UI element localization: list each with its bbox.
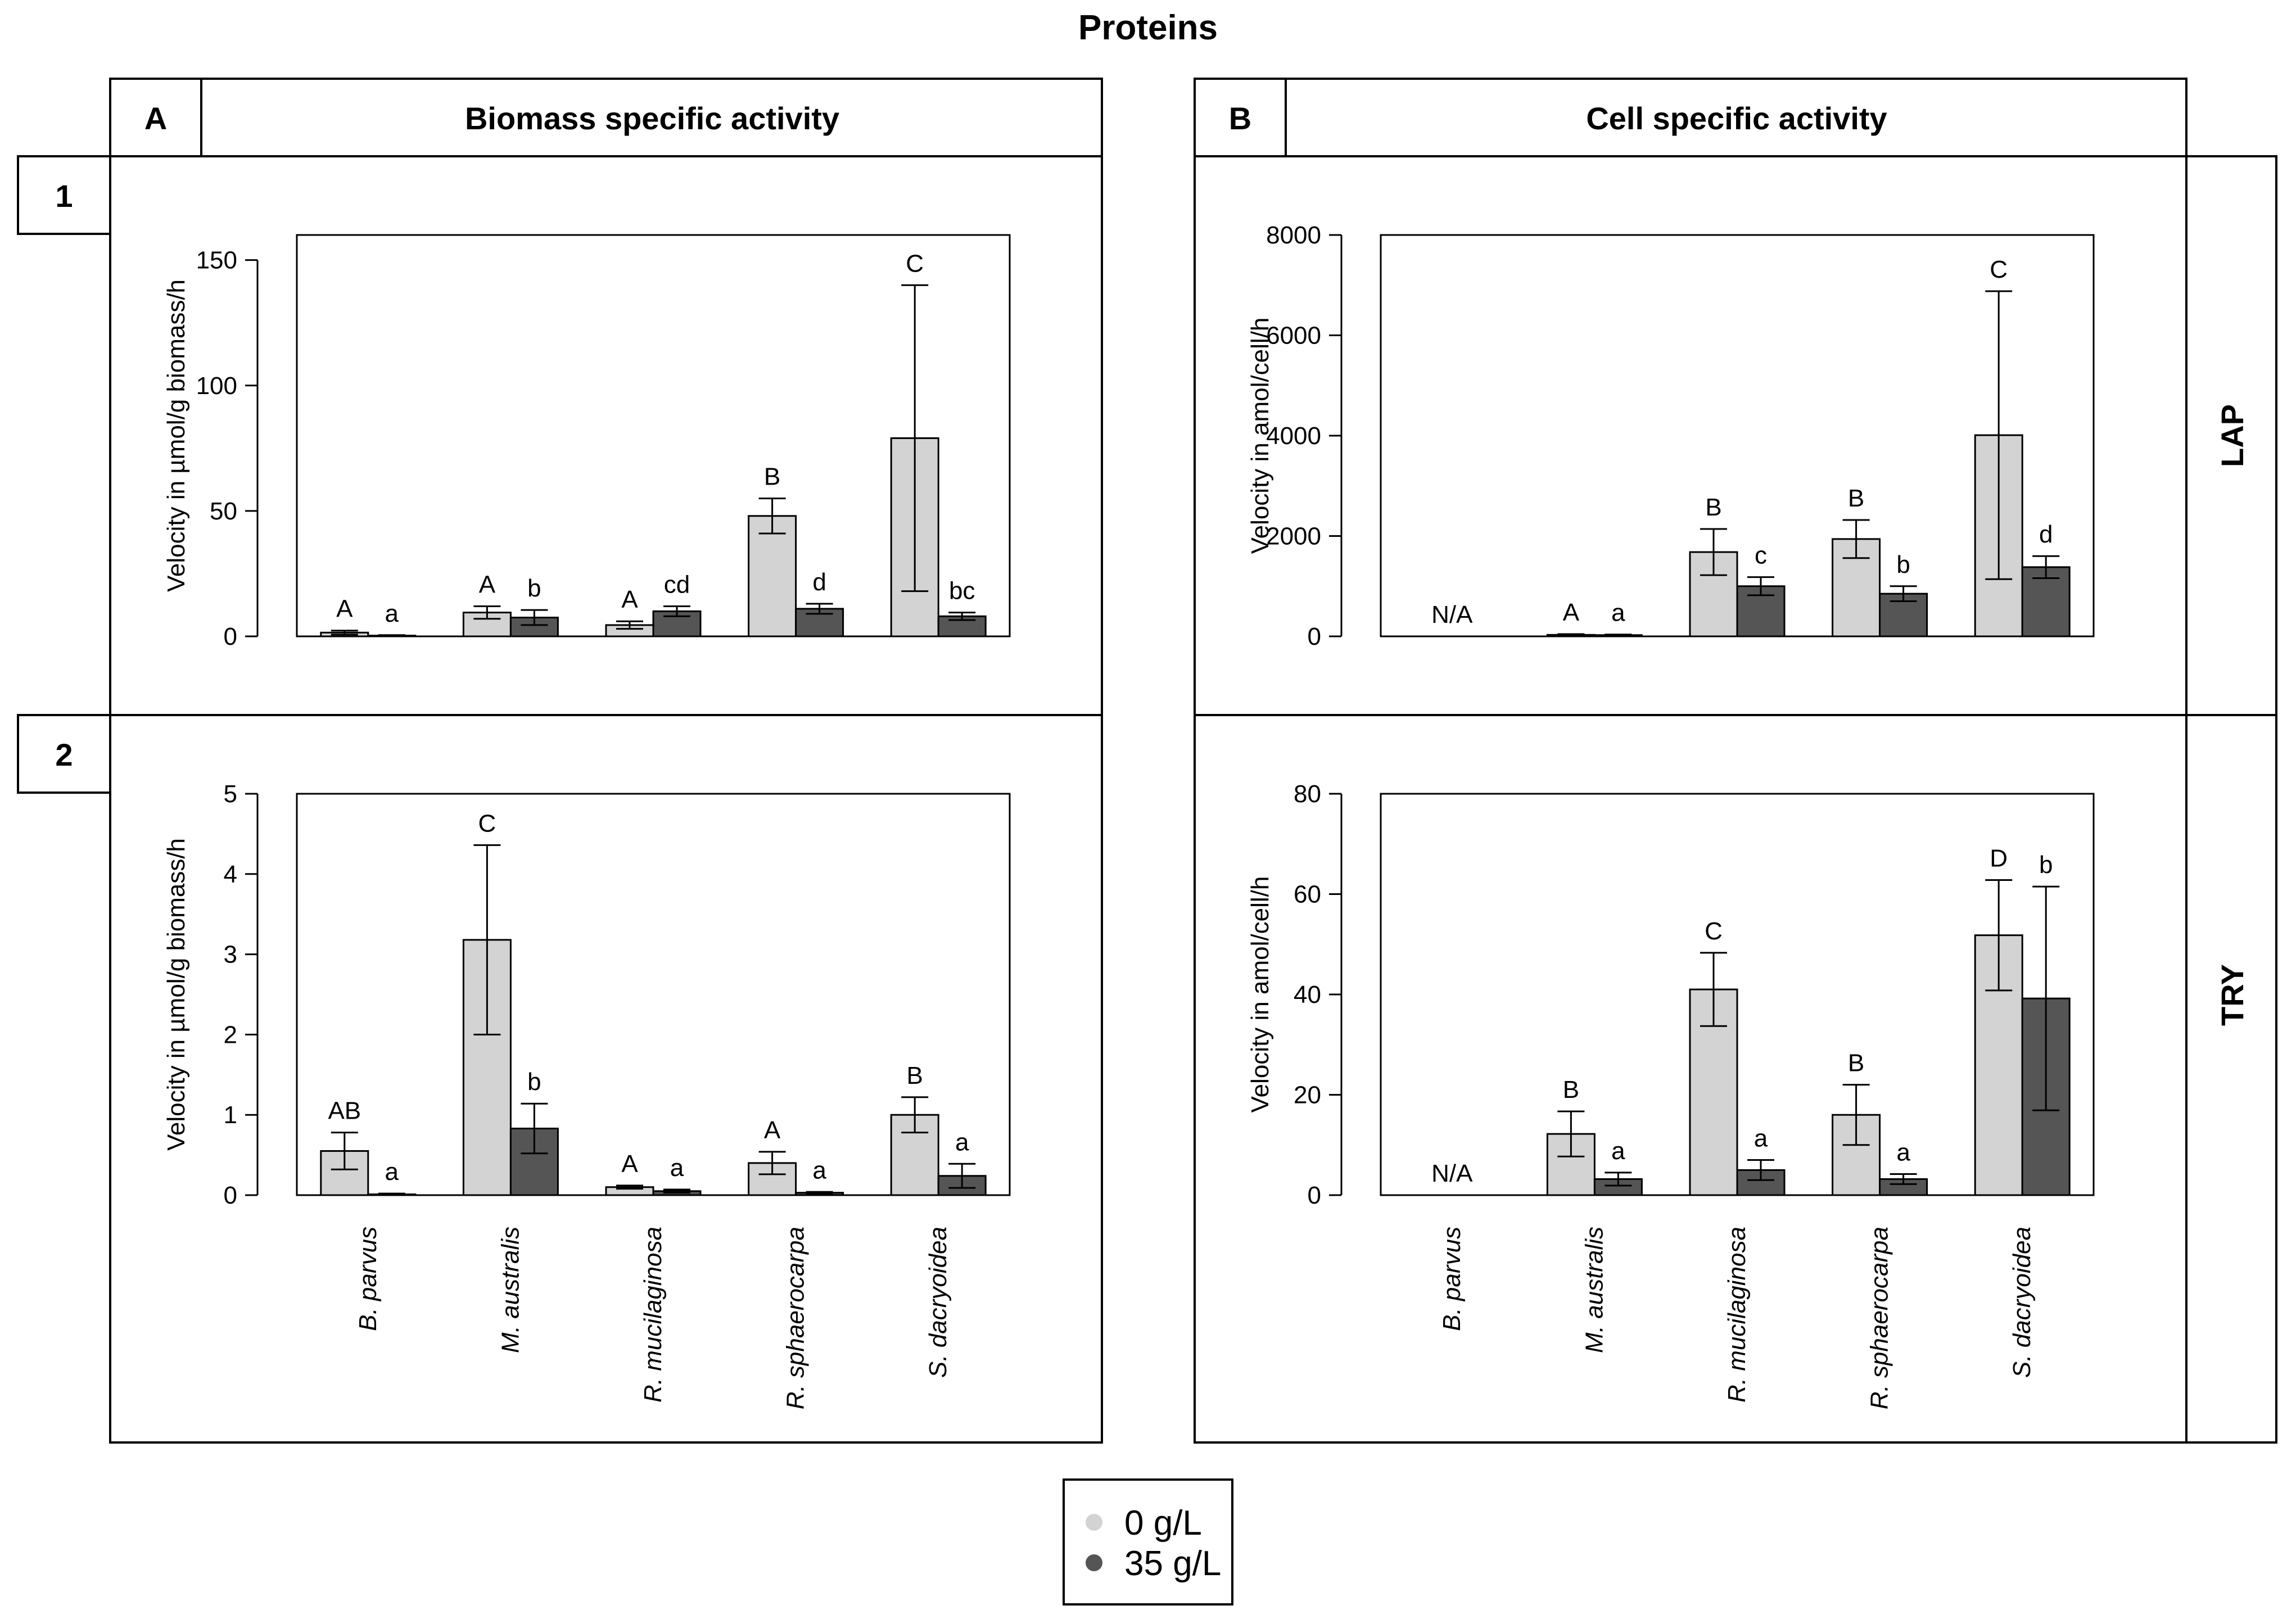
y-tick-label: 0 — [224, 1182, 237, 1209]
svg-text:2: 2 — [55, 737, 73, 772]
legend-swatch-0g — [1086, 1514, 1102, 1531]
y-axis-label: Velocity in amol/cell/h — [1246, 318, 1274, 554]
category-label: R. sphaerocarpa — [782, 1227, 810, 1409]
category-label: R. sphaerocarpa — [1866, 1227, 1893, 1409]
svg-text:1: 1 — [55, 178, 73, 214]
significance-label: C — [1705, 917, 1723, 945]
significance-label: C — [478, 809, 496, 837]
significance-label: a — [812, 1156, 826, 1184]
column-header-a: A Biomass specific activity — [109, 78, 1103, 157]
row-number-1: 1 — [17, 155, 111, 235]
significance-label: B — [764, 463, 780, 491]
significance-label: C — [1990, 256, 2008, 283]
significance-label: A — [621, 1150, 638, 1178]
significance-label: B — [1848, 485, 1864, 512]
row-label-try: TRY — [2185, 714, 2277, 1444]
significance-label: A — [764, 1116, 781, 1144]
significance-label: B — [1563, 1076, 1579, 1104]
significance-label: cd — [664, 571, 690, 598]
significance-label: a — [1611, 1137, 1625, 1165]
y-axis-label: Velocity in µmol/g biomass/h — [162, 838, 190, 1151]
y-tick-label: 0 — [1308, 623, 1321, 650]
significance-label: B — [907, 1062, 923, 1089]
y-tick-label: 2 — [224, 1021, 237, 1048]
significance-label: b — [527, 575, 541, 602]
significance-label: a — [385, 1158, 399, 1186]
significance-label: b — [2039, 851, 2053, 879]
y-tick-label: 40 — [1294, 981, 1321, 1009]
significance-label: a — [1754, 1125, 1768, 1152]
significance-label: D — [1990, 845, 2008, 872]
legend-label-0g: 0 g/L — [1124, 1504, 1202, 1543]
chart-b2-cell-try: 0 20 40 60 80 Velocity in amol/cell/h N/A B. pa… — [1246, 780, 2095, 1409]
significance-label: A — [479, 571, 496, 598]
significance-label: a — [955, 1128, 969, 1156]
y-tick-label: 6000 — [1266, 322, 1321, 350]
y-tick-label: 50 — [210, 498, 237, 525]
y-tick-label: 80 — [1294, 780, 1321, 808]
y-tick-label: 100 — [196, 372, 237, 400]
significance-label: B — [1705, 494, 1721, 521]
y-tick-label: 2000 — [1266, 523, 1321, 550]
y-tick-label: 3 — [224, 941, 237, 969]
y-tick-label: 150 — [196, 247, 237, 274]
significance-label: C — [906, 250, 924, 277]
figure-title: Proteins — [1078, 8, 1218, 47]
y-tick-label: 5 — [224, 780, 237, 808]
significance-label: a — [1896, 1139, 1910, 1166]
bar — [652, 610, 702, 637]
significance-label: A — [1563, 599, 1580, 626]
chart-b1-cell-lap: 0 2000 4000 6000 8000 Velocity in amol/cell/h… — [1246, 221, 2095, 650]
y-axis-label: Velocity in µmol/g biomass/h — [162, 279, 190, 592]
column-title-b: Cell specific activity — [1586, 101, 1887, 136]
na-label: N/A — [1431, 601, 1473, 628]
svg-text:LAP: LAP — [2214, 404, 2250, 467]
na-label: N/A — [1431, 1160, 1473, 1187]
significance-label: b — [1896, 551, 1910, 578]
column-title-a: Biomass specific activity — [465, 101, 839, 136]
significance-label: c — [1755, 542, 1767, 569]
row-label-lap: LAP — [2185, 155, 2277, 716]
y-tick-label: 0 — [1308, 1182, 1321, 1209]
significance-label: d — [812, 568, 826, 596]
y-tick-label: 4 — [224, 861, 237, 888]
column-letter-b: B — [1229, 101, 1251, 136]
category-label: M. australis — [1580, 1227, 1608, 1353]
y-tick-label: 60 — [1294, 881, 1321, 908]
y-tick-label: 20 — [1294, 1082, 1321, 1109]
row-number-2: 2 — [17, 714, 111, 794]
y-tick-label: 1 — [224, 1101, 237, 1129]
significance-label: A — [621, 586, 638, 613]
y-tick-label: 8000 — [1266, 221, 1321, 249]
significance-label: d — [2039, 521, 2053, 548]
y-axis-label: Velocity in amol/cell/h — [1246, 876, 1274, 1113]
y-tick-label: 0 — [224, 623, 237, 650]
significance-label: AB — [328, 1097, 361, 1125]
panel-a2-frame — [109, 714, 1103, 1444]
significance-label: a — [670, 1154, 684, 1182]
significance-label: B — [1848, 1050, 1864, 1077]
significance-label: bc — [949, 577, 975, 605]
significance-label: b — [527, 1068, 541, 1096]
category-label: M. australis — [496, 1227, 524, 1353]
legend: 0 g/L 35 g/L — [1063, 1478, 1233, 1606]
category-label: R. mucilaginosa — [639, 1227, 667, 1403]
category-label: B. parvus — [1438, 1227, 1466, 1331]
significance-label: a — [385, 600, 399, 627]
category-label: R. mucilaginosa — [1723, 1227, 1751, 1403]
legend-swatch-35g — [1086, 1554, 1102, 1571]
significance-label: A — [336, 595, 353, 623]
svg-text:TRY: TRY — [2214, 964, 2250, 1026]
column-letter-a: A — [144, 101, 167, 136]
column-header-b: B Cell specific activity — [1194, 78, 2187, 157]
significance-label: a — [1611, 599, 1625, 627]
legend-label-35g: 35 g/L — [1124, 1544, 1221, 1583]
category-label: B. parvus — [354, 1227, 382, 1331]
category-label: S. dacryoidea — [924, 1227, 952, 1378]
y-tick-label: 4000 — [1266, 422, 1321, 450]
category-label: S. dacryoidea — [2008, 1227, 2036, 1378]
